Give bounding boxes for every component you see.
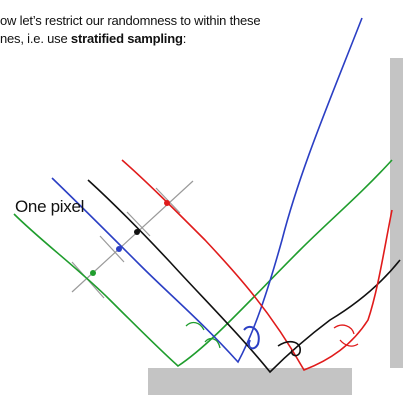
blue-angle-mark xyxy=(243,325,260,350)
pixel-grid-line xyxy=(71,180,194,293)
blue-sample-point xyxy=(116,246,122,252)
caption-line-2-bold: stratified sampling xyxy=(70,31,183,46)
caption-line-1: ow let’s restrict our randomness to with… xyxy=(0,13,261,28)
green-angle-mark xyxy=(185,321,205,331)
red-ray xyxy=(121,159,393,371)
stratum-tick-2 xyxy=(99,235,125,263)
red-angle-mark xyxy=(333,324,355,335)
right-wall xyxy=(390,58,403,368)
caption-line-2-suffix: : xyxy=(182,31,187,46)
black-angle-mark xyxy=(277,340,301,357)
black-sample-point xyxy=(134,229,140,235)
red-sample-point xyxy=(164,200,170,206)
caption: ow let’s restrict our randomness to with… xyxy=(0,12,403,52)
floor-surface xyxy=(148,368,352,395)
green-sample-point xyxy=(90,270,96,276)
blue-ray xyxy=(51,17,363,364)
green-angle-mark-2 xyxy=(204,337,221,349)
one-pixel-label: One pixel xyxy=(15,197,85,216)
stratum-tick-3 xyxy=(126,211,151,237)
caption-line-2: nes, i.e. use stratified sampling: xyxy=(0,30,403,48)
red-angle-mark-2 xyxy=(339,339,359,347)
black-ray xyxy=(87,179,401,374)
green-ray xyxy=(13,159,393,368)
caption-line-2-prefix: nes, i.e. use xyxy=(0,31,71,46)
